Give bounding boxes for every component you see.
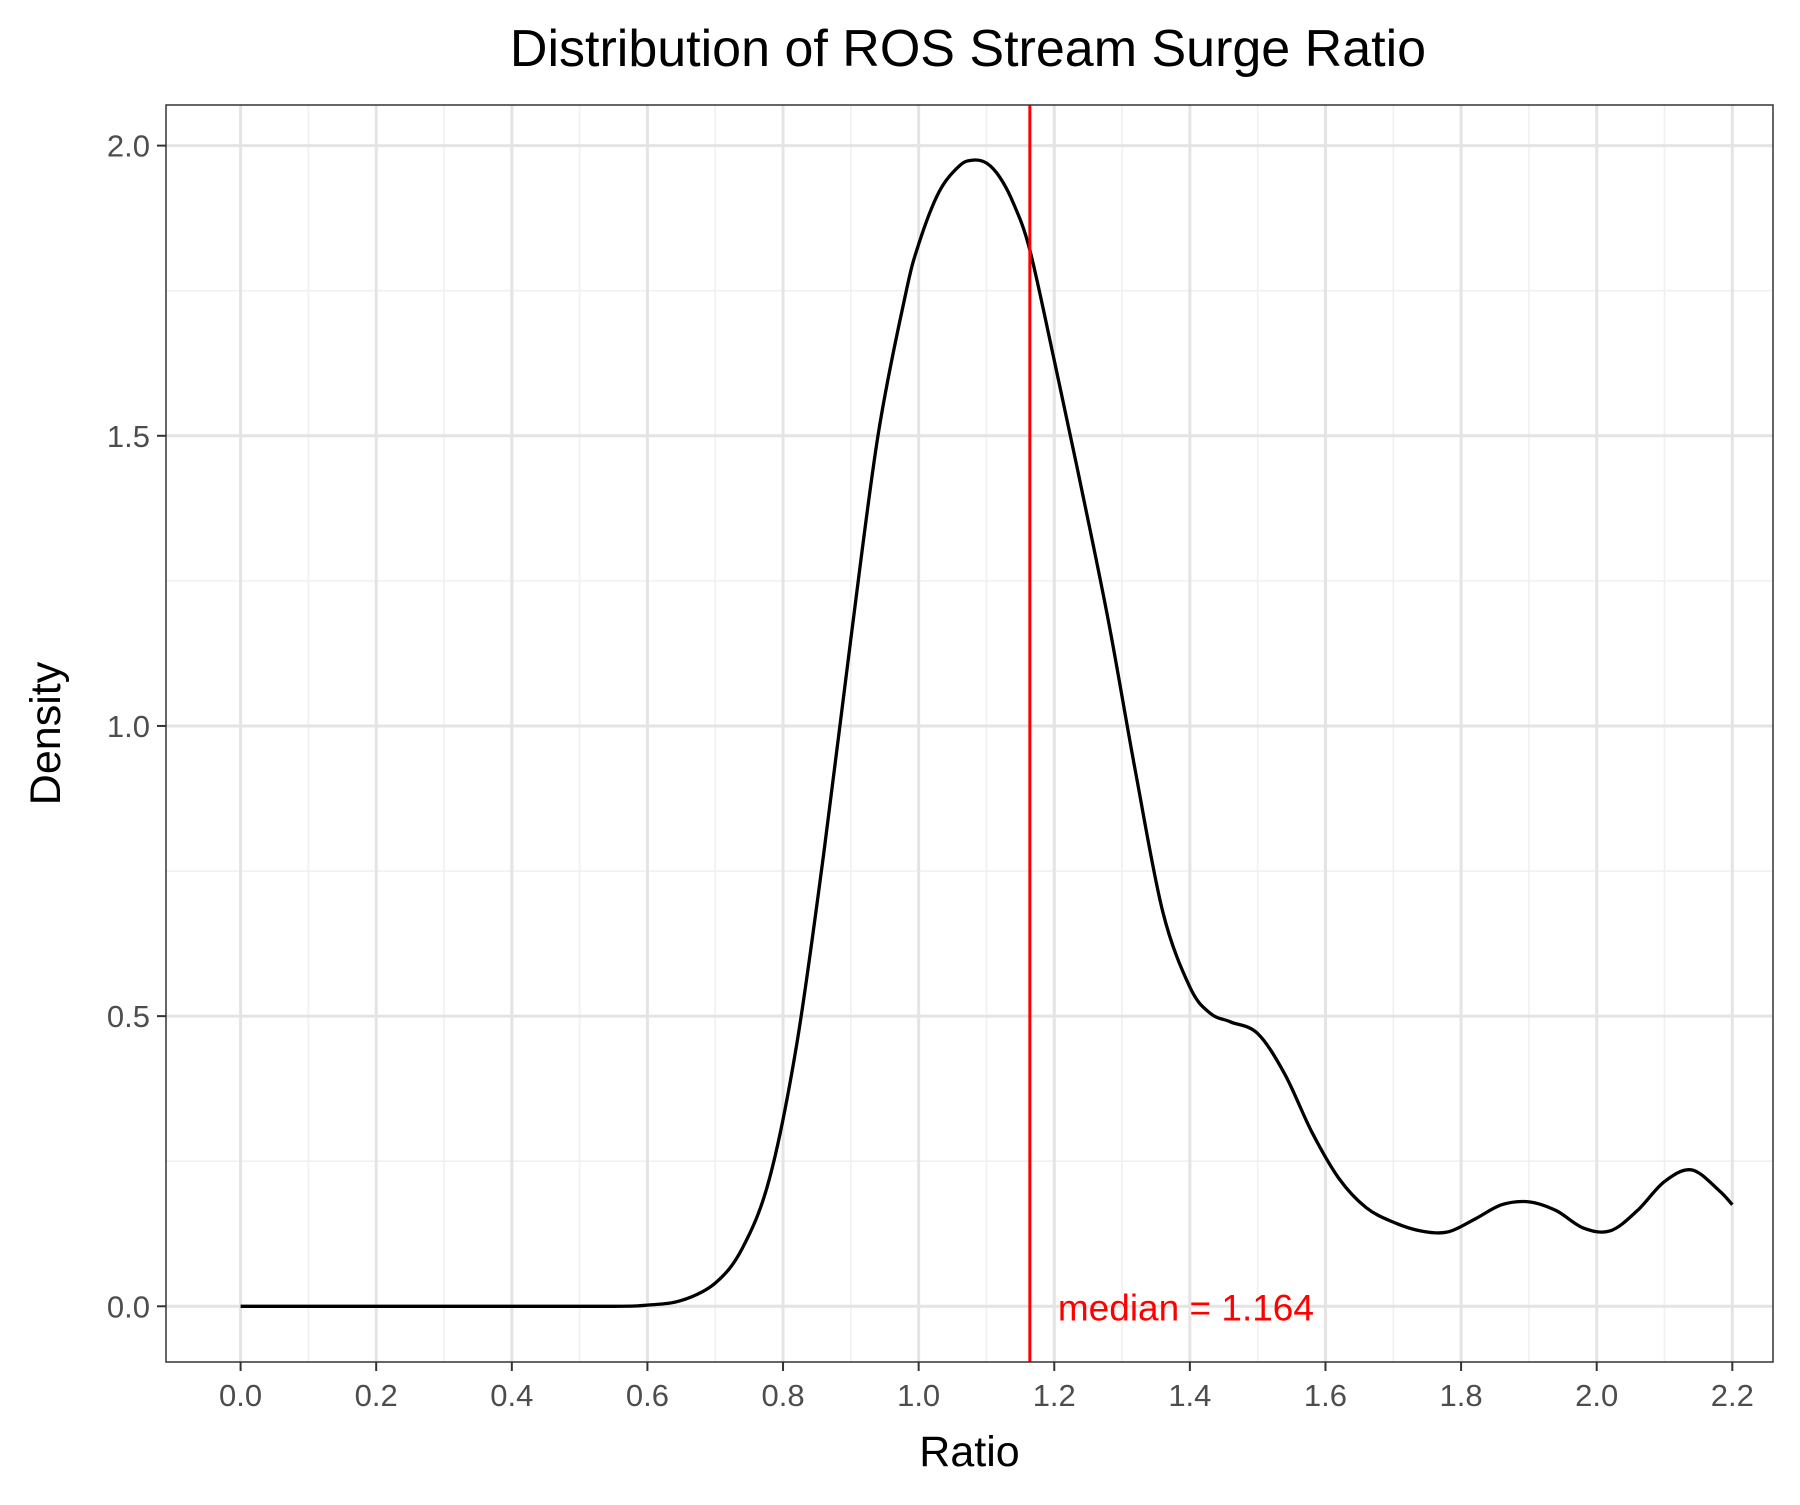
x-tick-label: 2.2 (1711, 1378, 1754, 1413)
median-label: median = 1.164 (1058, 1287, 1314, 1328)
x-tick-label: 1.6 (1304, 1378, 1347, 1413)
x-tick-label: 1.8 (1440, 1378, 1483, 1413)
y-tick-label: 1.5 (107, 419, 150, 454)
axes: 0.0 0.2 0.4 0.6 0.8 1.0 1.2 1.4 1.6 1.8 2.0 2.2 0.0 0… (107, 129, 1754, 1413)
x-tick-label: 0.0 (219, 1378, 262, 1413)
x-tick-label: 1.2 (1033, 1378, 1076, 1413)
y-axis-title: Density (22, 661, 70, 805)
plot-area (240, 158, 1734, 1309)
x-tick-label: 1.4 (1168, 1378, 1211, 1413)
x-tick-label: 0.8 (761, 1378, 804, 1413)
x-tick-label: 0.4 (490, 1378, 533, 1413)
y-tick-label: 0.5 (107, 999, 150, 1034)
chart-title: Distribution of ROS Stream Surge Ratio (510, 20, 1426, 78)
y-tick-label: 0.0 (107, 1289, 150, 1324)
y-tick-label: 2.0 (107, 129, 150, 164)
panel-border (165, 104, 1774, 1363)
x-tick-label: 2.0 (1575, 1378, 1618, 1413)
density-curve (240, 158, 1734, 1309)
reference-layer: median = 1.164 (1028, 105, 1314, 1362)
x-tick-label: 1.0 (897, 1378, 940, 1413)
grid-lines (166, 105, 1773, 1362)
x-axis-title: Ratio (919, 1428, 1019, 1476)
x-tick-label: 0.2 (355, 1378, 398, 1413)
y-tick-label: 1.0 (107, 709, 150, 744)
x-tick-label: 0.6 (626, 1378, 669, 1413)
